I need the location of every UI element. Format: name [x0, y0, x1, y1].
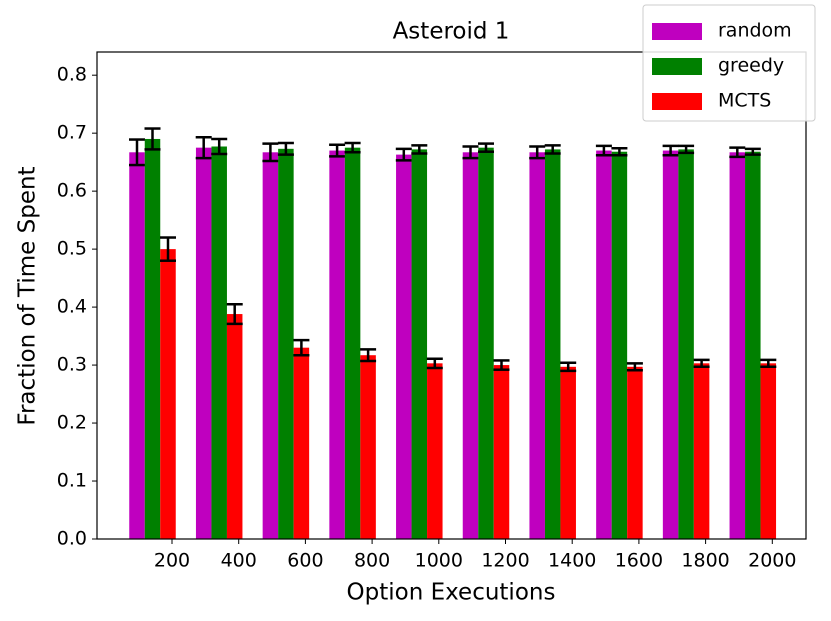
- bar: [693, 363, 710, 539]
- bar: [427, 363, 443, 539]
- bar: [278, 148, 294, 539]
- bar: [293, 347, 310, 539]
- y-tick-label: 0.4: [57, 296, 87, 318]
- bar: [262, 152, 279, 539]
- bar: [396, 154, 412, 539]
- bar: [211, 146, 227, 539]
- y-tick-label: 0.2: [57, 412, 87, 434]
- bar: [129, 152, 145, 539]
- y-tick-label: 0.0: [57, 528, 87, 550]
- bar: [144, 138, 161, 539]
- bar: [226, 314, 243, 539]
- bar: [627, 366, 643, 539]
- bar: [678, 149, 694, 539]
- x-tick-label: 600: [287, 550, 323, 572]
- bar: [611, 151, 628, 539]
- y-tick-label: 0.1: [57, 470, 87, 492]
- x-tick-label: 2000: [748, 550, 796, 572]
- x-tick-label: 400: [221, 550, 257, 572]
- bar: [493, 365, 510, 539]
- legend-label: random: [718, 20, 792, 42]
- x-tick-label: 1200: [481, 550, 529, 572]
- y-tick-label: 0.8: [57, 64, 87, 86]
- legend-swatch: [652, 93, 702, 110]
- y-tick-label: 0.5: [57, 238, 87, 260]
- bar: [329, 150, 345, 540]
- x-tick-label: 1600: [615, 550, 663, 572]
- bar: [411, 149, 428, 539]
- legend-label: greedy: [718, 55, 784, 77]
- legend-swatch: [652, 23, 702, 40]
- bar: [760, 363, 777, 539]
- bar: [344, 147, 361, 540]
- bar: [360, 355, 376, 539]
- x-tick-label: 1800: [681, 550, 729, 572]
- x-tick-label: 800: [354, 550, 390, 572]
- x-axis-label: Option Executions: [347, 580, 556, 606]
- x-tick-label: 1000: [415, 550, 463, 572]
- legend-swatch: [652, 58, 702, 75]
- bar: [662, 150, 679, 540]
- bar: [544, 149, 561, 539]
- bar: [462, 152, 479, 539]
- y-tick-label: 0.3: [57, 354, 87, 376]
- bar: [596, 150, 612, 540]
- bar: [529, 152, 545, 539]
- chart-title: Asteroid 1: [393, 19, 510, 45]
- x-tick-label: 200: [154, 550, 190, 572]
- bar: [560, 366, 576, 539]
- bar: [478, 147, 494, 540]
- y-tick-label: 0.7: [57, 122, 87, 144]
- bar: [195, 147, 212, 540]
- plot-frame: [96, 51, 807, 540]
- y-axis-label: Fraction of Time Spent: [15, 166, 41, 425]
- y-tick-label: 0.6: [57, 180, 87, 202]
- bar: [729, 152, 746, 539]
- bar: [745, 151, 761, 539]
- bar: [160, 249, 176, 539]
- x-tick-label: 1400: [548, 550, 596, 572]
- legend-label: MCTS: [718, 90, 771, 112]
